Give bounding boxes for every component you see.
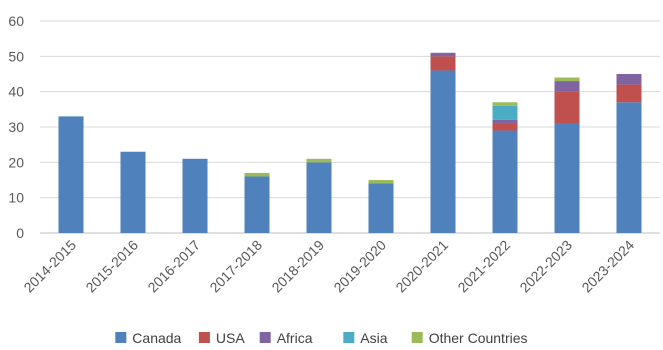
bar-segment-usa [616,84,642,103]
x-tick-label: 2020-2021 [392,237,451,296]
x-tick-label: 2014-2015 [20,237,79,296]
x-tick-label: 2019-2020 [330,237,389,296]
y-tick-label: 10 [8,190,24,206]
bar-segment-africa [616,74,642,85]
bar-segment-africa [492,119,518,124]
bar-segment-africa [554,81,580,92]
bar-segment-other-countries [554,77,580,82]
legend-label-africa: Africa [277,330,313,346]
bar-segment-canada [492,130,518,233]
x-tick-label: 2015-2016 [82,237,141,296]
legend-label-usa: USA [216,330,245,346]
x-tick-label: 2023-2024 [578,237,637,296]
legend-label-canada: Canada [132,330,181,346]
bar-segment-canada [306,162,332,233]
bar-segment-other-countries [492,102,518,106]
y-tick-label: 0 [16,225,24,241]
bar-segment-canada [368,183,394,233]
y-tick-label: 30 [8,119,24,135]
bar-segment-canada [244,176,270,233]
x-tick-label: 2022-2023 [516,237,575,296]
legend-swatch-canada [115,332,127,343]
legend-swatch-other-countries [411,332,423,343]
bar-segment-other-countries [306,158,332,163]
bar-segment-africa [430,52,456,57]
x-tick-label: 2016-2017 [144,237,203,296]
bar-segment-other-countries [368,180,394,184]
legend-swatch-africa [259,332,271,343]
y-tick-label: 50 [8,48,24,64]
bar-segment-canada [120,151,146,233]
x-tick-label: 2017-2018 [206,237,265,296]
bars [58,52,642,234]
y-tick-label: 40 [8,84,24,100]
bar-segment-canada [554,123,580,233]
bar-segment-usa [430,56,456,71]
legend-label-asia: Asia [360,330,387,346]
bar-segment-canada [430,70,456,233]
legend-label-other-countries: Other Countries [429,330,528,346]
x-tick-label: 2021-2022 [454,237,513,296]
legend: Canada USA Africa Asia Other Countries [115,330,528,346]
bar-segment-canada [182,158,208,233]
axes: 0 10 20 30 40 50 60 2014-2015 2015-2016 2016-2017… [8,13,637,295]
y-tick-label: 20 [8,154,24,170]
bar-segment-other-countries [244,172,270,177]
bar-segment-asia [492,105,518,120]
legend-swatch-asia [343,332,355,343]
bar-segment-canada [616,102,642,234]
y-tick-label: 60 [8,13,24,29]
bar-segment-usa [492,123,518,131]
bar-segment-usa [554,91,580,124]
bar-segment-canada [58,116,84,233]
x-tick-label: 2018-2019 [268,237,327,296]
legend-swatch-usa [198,332,210,343]
